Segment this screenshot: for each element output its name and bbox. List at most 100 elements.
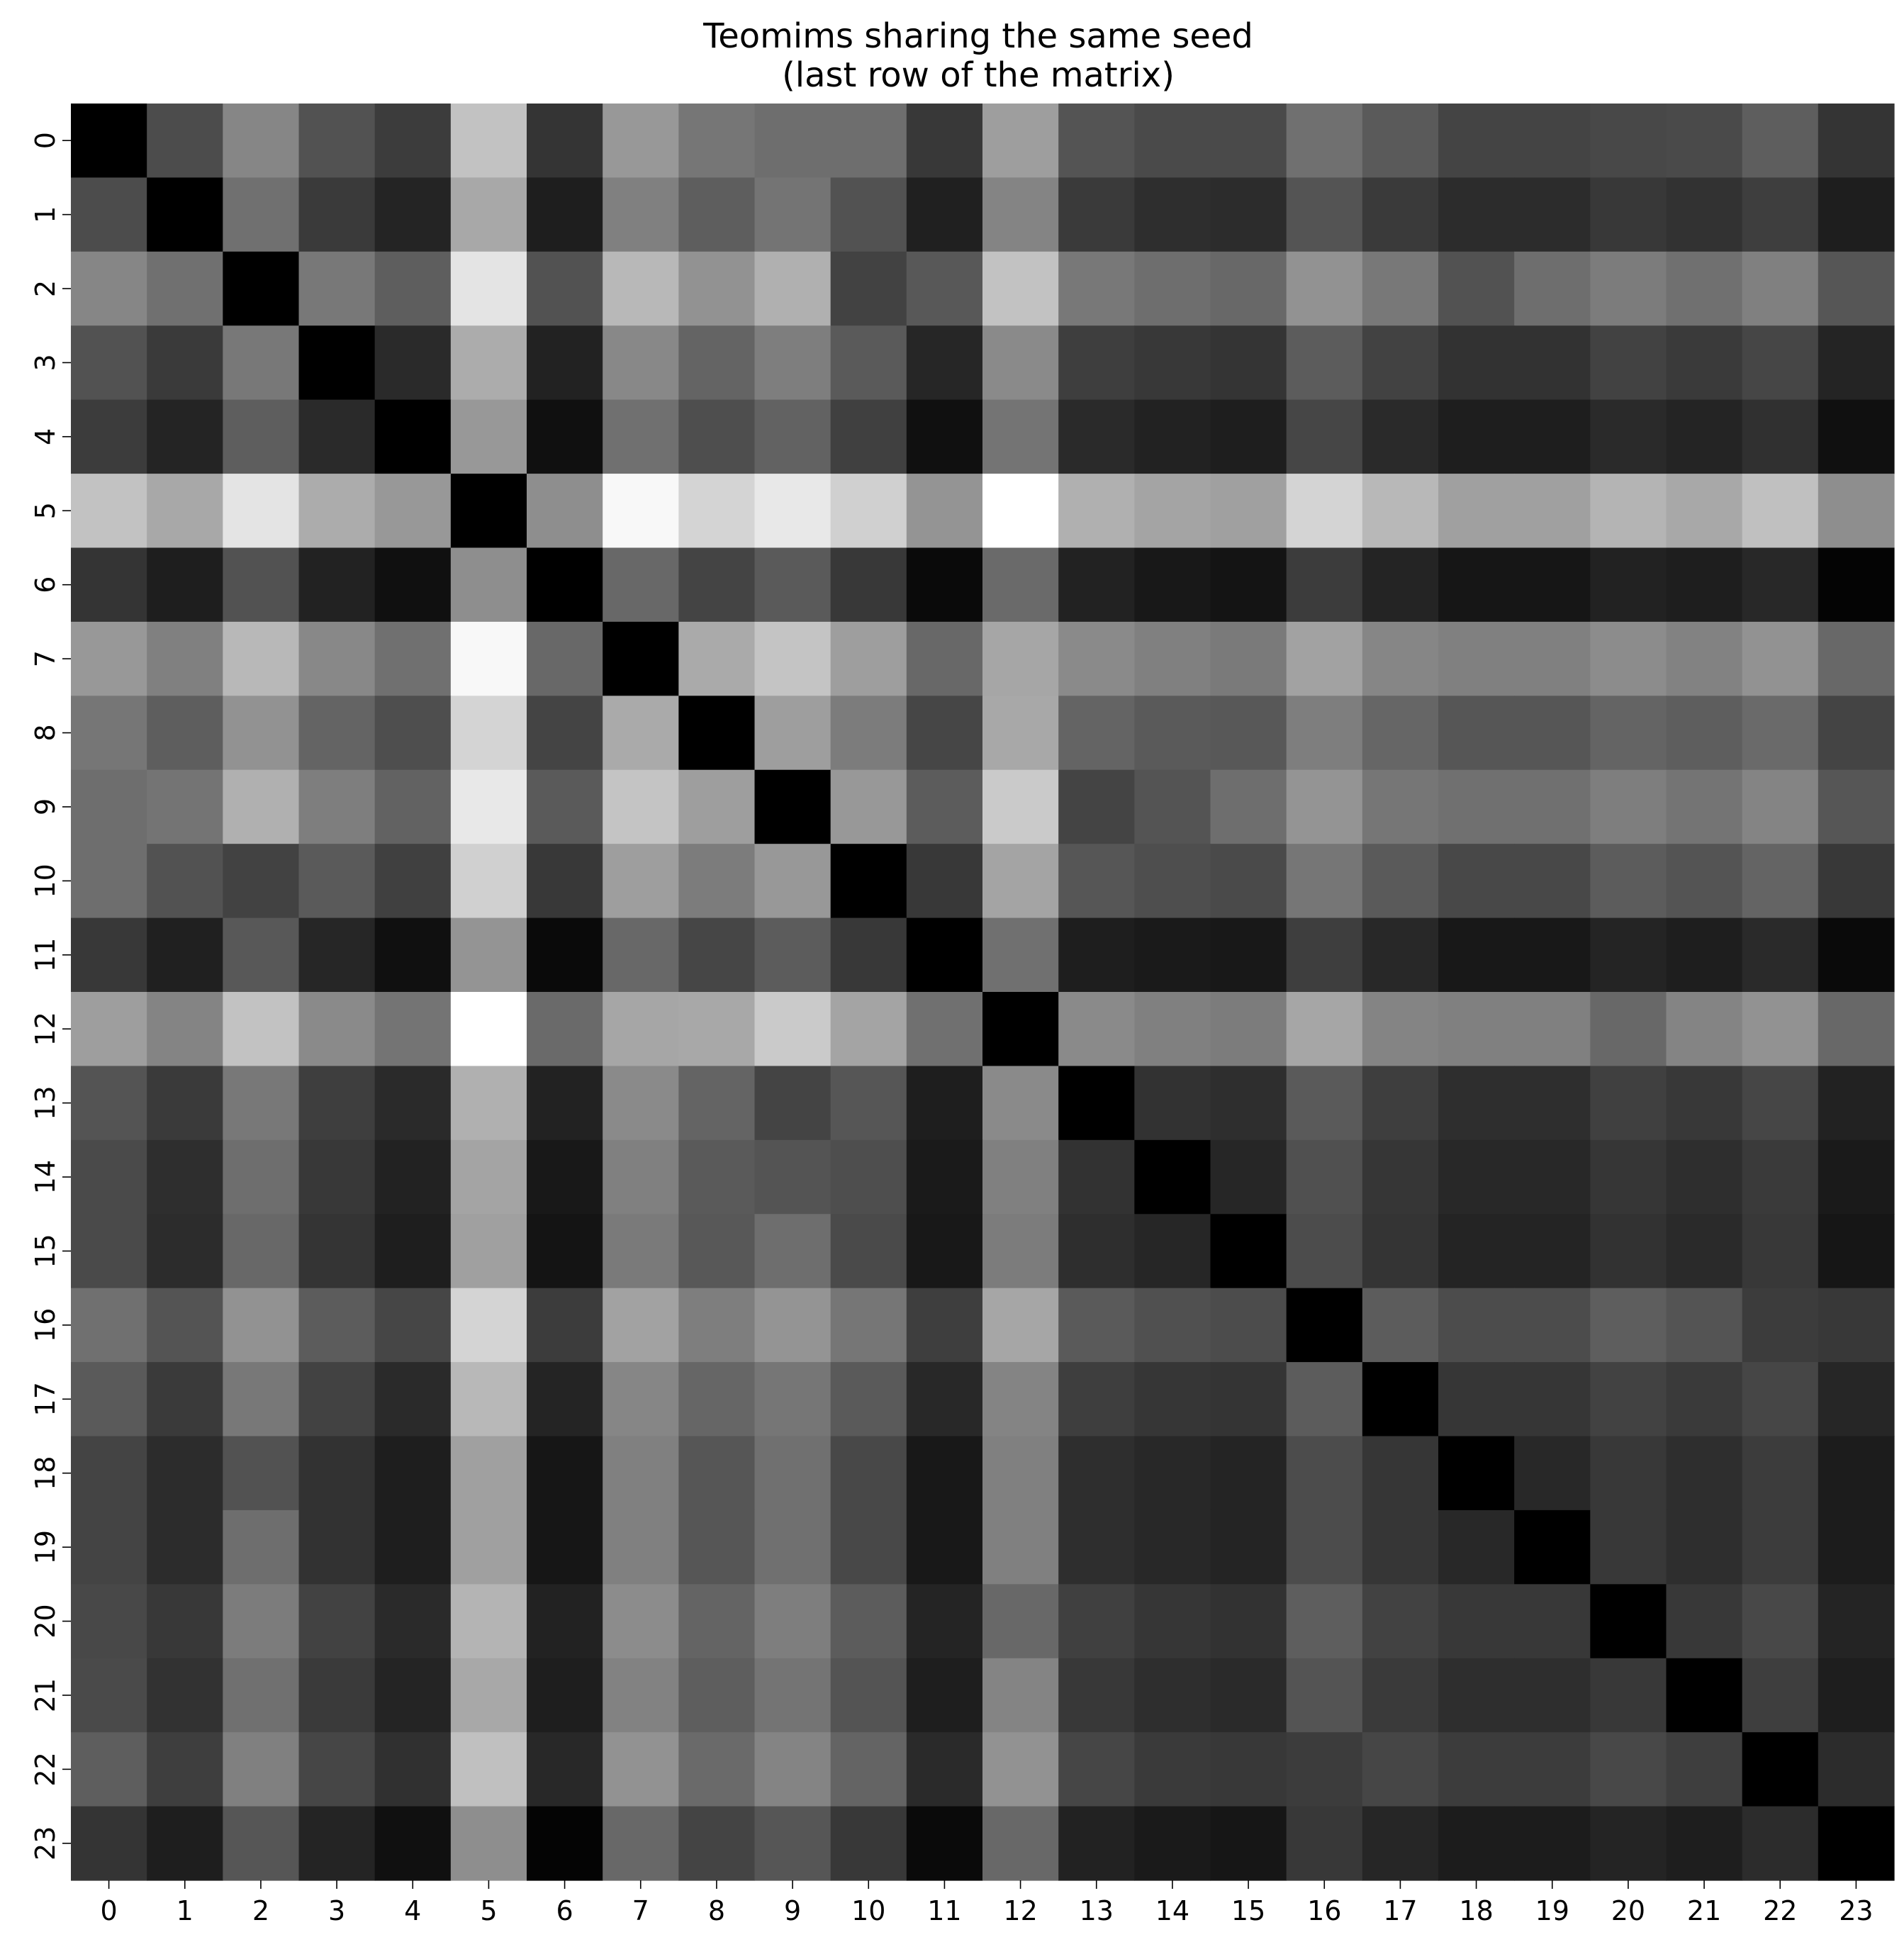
heatmap-cell-4-14 xyxy=(1134,399,1211,474)
heatmap-cell-15-4 xyxy=(374,1214,452,1289)
heatmap-cell-12-2 xyxy=(223,992,300,1067)
heatmap-cell-14-5 xyxy=(450,1139,527,1215)
heatmap-cell-0-19 xyxy=(1514,104,1591,179)
heatmap-cell-3-6 xyxy=(527,325,603,401)
heatmap-cell-16-15 xyxy=(1210,1288,1287,1363)
heatmap-cell-1-12 xyxy=(982,177,1059,252)
heatmap-cell-22-22 xyxy=(1742,1732,1819,1807)
heatmap-cell-18-14 xyxy=(1134,1436,1211,1511)
heatmap-cell-16-18 xyxy=(1438,1288,1515,1363)
heatmap-cell-3-19 xyxy=(1514,325,1591,401)
heatmap-cell-5-21 xyxy=(1666,474,1743,549)
heatmap-cell-13-6 xyxy=(527,1066,603,1141)
heatmap-cell-6-19 xyxy=(1514,547,1591,623)
x-tick-label-16: 16 xyxy=(1307,1895,1341,1926)
heatmap-cell-5-18 xyxy=(1438,474,1515,549)
heatmap-cell-13-13 xyxy=(1058,1066,1135,1141)
heatmap-cell-21-13 xyxy=(1058,1658,1135,1733)
heatmap-cell-1-14 xyxy=(1134,177,1211,252)
heatmap-cell-4-7 xyxy=(603,399,679,474)
heatmap-cell-23-19 xyxy=(1514,1806,1591,1881)
heatmap-cell-20-6 xyxy=(527,1584,603,1659)
heatmap-cell-21-20 xyxy=(1590,1658,1667,1733)
y-tick-label-20: 20 xyxy=(30,1604,61,1638)
heatmap-cell-9-2 xyxy=(223,769,300,844)
heatmap-cell-13-18 xyxy=(1438,1066,1515,1141)
heatmap-cell-22-23 xyxy=(1818,1732,1895,1807)
heatmap-cell-3-12 xyxy=(982,325,1059,401)
heatmap-cell-5-11 xyxy=(906,474,983,549)
heatmap-cell-10-13 xyxy=(1058,844,1135,919)
heatmap-cell-0-11 xyxy=(906,104,983,179)
heatmap-cell-12-16 xyxy=(1286,992,1363,1067)
heatmap-cell-0-8 xyxy=(678,104,756,179)
heatmap-cell-3-10 xyxy=(830,325,907,401)
heatmap-cell-5-22 xyxy=(1742,474,1819,549)
heatmap-cell-18-15 xyxy=(1210,1436,1287,1511)
heatmap-cell-6-21 xyxy=(1666,547,1743,623)
heatmap-cell-11-8 xyxy=(678,917,756,993)
heatmap-cell-13-21 xyxy=(1666,1066,1743,1141)
heatmap-cell-10-11 xyxy=(906,844,983,919)
heatmap-cell-23-23 xyxy=(1818,1806,1895,1881)
heatmap-cell-18-19 xyxy=(1514,1436,1591,1511)
heatmap-cell-0-4 xyxy=(374,104,452,179)
heatmap-cell-9-9 xyxy=(754,769,831,844)
heatmap-cell-21-3 xyxy=(298,1658,376,1733)
heatmap-cell-7-16 xyxy=(1286,621,1363,696)
heatmap-cell-2-2 xyxy=(223,251,300,326)
heatmap-cell-8-2 xyxy=(223,696,300,771)
heatmap-cell-12-15 xyxy=(1210,992,1287,1067)
heatmap-cell-11-19 xyxy=(1514,917,1591,993)
heatmap-cell-21-19 xyxy=(1514,1658,1591,1733)
heatmap-cell-12-22 xyxy=(1742,992,1819,1067)
heatmap-cell-23-8 xyxy=(678,1806,756,1881)
heatmap-cell-1-11 xyxy=(906,177,983,252)
heatmap-cell-16-23 xyxy=(1818,1288,1895,1363)
heatmap-cell-13-0 xyxy=(71,1066,147,1141)
heatmap-cell-16-14 xyxy=(1134,1288,1211,1363)
heatmap-cell-12-21 xyxy=(1666,992,1743,1067)
heatmap-cell-18-13 xyxy=(1058,1436,1135,1511)
heatmap-cell-15-2 xyxy=(223,1214,300,1289)
heatmap-cell-15-3 xyxy=(298,1214,376,1289)
heatmap-cell-14-6 xyxy=(527,1139,603,1215)
heatmap-cell-4-5 xyxy=(450,399,527,474)
heatmap-cell-10-12 xyxy=(982,844,1059,919)
heatmap-cell-11-17 xyxy=(1362,917,1439,993)
heatmap-cell-0-0 xyxy=(71,104,147,179)
y-tick-label-22: 22 xyxy=(30,1752,61,1786)
heatmap-cell-11-2 xyxy=(223,917,300,993)
heatmap-cell-18-12 xyxy=(982,1436,1059,1511)
heatmap-cell-18-3 xyxy=(298,1436,376,1511)
heatmap-cell-3-11 xyxy=(906,325,983,401)
heatmap-cell-5-9 xyxy=(754,474,831,549)
heatmap-cell-20-21 xyxy=(1666,1584,1743,1659)
heatmap-cell-9-4 xyxy=(374,769,452,844)
y-tick-label-14: 14 xyxy=(30,1160,61,1194)
heatmap-cell-19-18 xyxy=(1438,1509,1515,1585)
heatmap-cell-23-14 xyxy=(1134,1806,1211,1881)
heatmap-cell-19-9 xyxy=(754,1509,831,1585)
heatmap-cell-21-9 xyxy=(754,1658,831,1733)
heatmap-cell-19-22 xyxy=(1742,1509,1819,1585)
heatmap-cell-20-10 xyxy=(830,1584,907,1659)
heatmap-cell-2-1 xyxy=(147,251,223,326)
heatmap-cell-11-0 xyxy=(71,917,147,993)
heatmap-cell-5-14 xyxy=(1134,474,1211,549)
heatmap-cell-7-18 xyxy=(1438,621,1515,696)
heatmap-cell-7-5 xyxy=(450,621,527,696)
x-tick-label-9: 9 xyxy=(784,1895,801,1926)
heatmap-cell-0-21 xyxy=(1666,104,1743,179)
heatmap-cell-11-23 xyxy=(1818,917,1895,993)
heatmap-cell-16-2 xyxy=(223,1288,300,1363)
heatmap-cell-18-18 xyxy=(1438,1436,1515,1511)
heatmap-cell-4-23 xyxy=(1818,399,1895,474)
heatmap-cell-1-2 xyxy=(223,177,300,252)
heatmap-cell-9-14 xyxy=(1134,769,1211,844)
heatmap-cell-18-11 xyxy=(906,1436,983,1511)
x-tick-label-6: 6 xyxy=(556,1895,573,1926)
heatmap-cell-22-14 xyxy=(1134,1732,1211,1807)
heatmap-cell-21-15 xyxy=(1210,1658,1287,1733)
